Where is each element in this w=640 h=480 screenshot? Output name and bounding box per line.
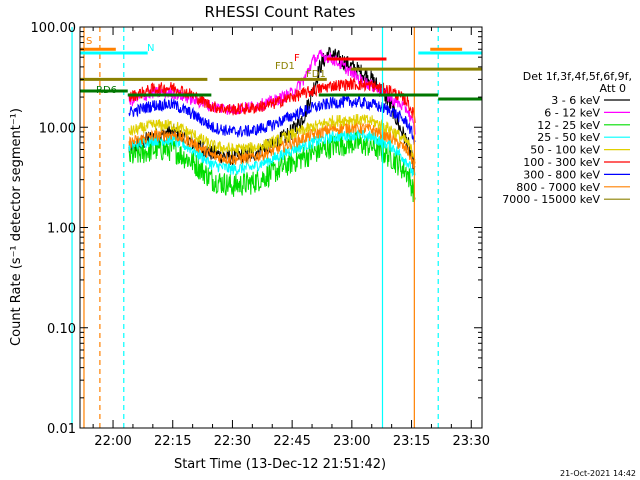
x-tick-label: 22:15 [154,434,191,449]
legend-label: 50 - 100 keV [530,144,600,157]
x-tick-label: 22:45 [273,434,310,449]
plot-area: SNFFD1FD1RD6 [71,27,482,428]
y-tick-label: 0.10 [47,322,76,337]
legend-label: 100 - 300 keV [523,156,600,169]
x-tick-label: 23:00 [333,434,370,449]
y-tick-label: 100.00 [31,21,77,36]
y-tick-label: 0.01 [47,422,76,437]
chart-title: RHESSI Count Rates [205,3,356,21]
y-tick-label: 1.00 [47,222,76,237]
flag-f-label: F [294,53,300,64]
legend-label: 3 - 6 keV [551,94,600,107]
flag-n-label: N [147,43,154,54]
legend-label: 300 - 800 keV [523,168,600,181]
legend-header-attenuator: Att 0 [600,82,626,95]
legend-label: 800 - 7000 keV [516,181,600,194]
series-800-7000-kev [128,121,416,169]
flag-s-label: S [86,36,92,47]
series-100-300-kev [128,77,416,123]
timestamp: 21-Oct-2021 14:42 [560,469,636,478]
y-axis-label: Count Rate (s⁻¹ detector segment⁻¹) [9,108,24,346]
x-tick-label: 22:30 [214,434,251,449]
legend-header-detectors: Det 1f,3f,4f,5f,6f,9f, [523,70,632,83]
x-tick-label: 22:00 [94,434,131,449]
legend-label: 12 - 25 keV [537,119,600,132]
flag-fd1-lower-label: FD1 [306,69,326,80]
x-tick-label: 23:30 [453,434,490,449]
x-tick-label: 23:15 [393,434,430,449]
legend-label: 6 - 12 keV [544,106,600,119]
legend-label: 25 - 50 keV [537,131,600,144]
flag-fd1-upper-label: FD1 [275,61,295,72]
axis-ticks: 0.01 0.10 1.00 10.00 100.00 22:00 22:15 22:30 22… [31,21,490,449]
legend-label: 7000 - 15000 keV [502,193,600,206]
plot-frame [79,26,483,429]
series-50-100-kev [128,113,416,161]
series-3-6-kev [128,46,416,175]
series-300-800-kev [128,95,416,145]
y-tick-label: 10.00 [39,121,76,136]
x-axis-label: Start Time (13-Dec-12 21:51:42) [174,457,386,472]
